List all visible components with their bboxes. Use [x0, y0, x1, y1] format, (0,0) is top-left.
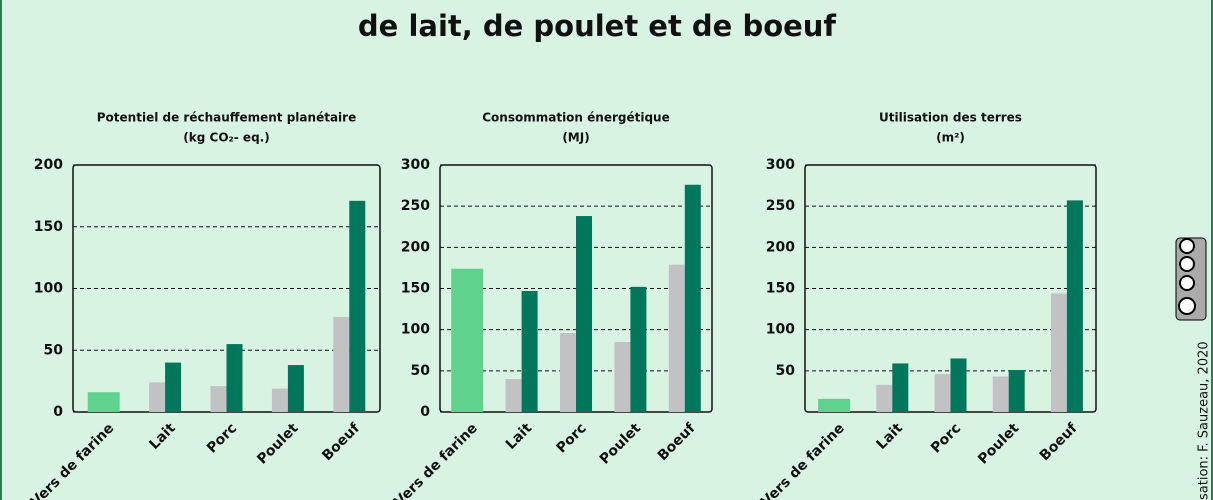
- y-tick-label: 200: [34, 157, 63, 173]
- bar: [950, 358, 967, 412]
- y-tick-label: 100: [766, 322, 795, 338]
- bar: [992, 376, 1009, 412]
- page-title: de lait, de poulet et de boeuf: [358, 9, 837, 43]
- y-tick-label: 0: [53, 404, 63, 420]
- y-tick-label: 300: [766, 157, 795, 173]
- y-tick-label: 0: [420, 404, 430, 420]
- bar: [349, 200, 366, 412]
- chart-title: Potentiel de réchauffement planétaire: [97, 111, 356, 125]
- bar: [505, 379, 522, 412]
- bar: [1008, 370, 1025, 412]
- bar: [149, 382, 166, 412]
- y-tick-label: 50: [411, 363, 431, 379]
- bar: [521, 290, 538, 412]
- bar: [287, 365, 304, 412]
- bar: [892, 363, 909, 412]
- bar: [630, 286, 647, 412]
- chart-subtitle: (MJ): [562, 131, 589, 145]
- y-tick-label: 150: [766, 281, 795, 297]
- bar: [614, 342, 631, 412]
- y-tick-label: 100: [401, 322, 430, 338]
- y-tick-label: 150: [34, 219, 63, 235]
- bar: [165, 362, 182, 412]
- y-tick-label: 250: [766, 198, 795, 214]
- bar: [818, 398, 851, 412]
- y-tick-label: 300: [401, 157, 430, 173]
- bar: [271, 388, 288, 412]
- chart-subtitle: (kg CO₂- eq.): [183, 131, 269, 145]
- cc-badge: [1175, 237, 1207, 321]
- bar: [876, 384, 893, 412]
- bar: [668, 264, 685, 412]
- y-tick-label: 50: [776, 363, 796, 379]
- bar: [87, 392, 120, 412]
- bar: [560, 332, 576, 412]
- credit: sation: F. Sauzeau, 2020: [1197, 341, 1212, 500]
- bar: [1066, 200, 1083, 412]
- y-tick-label: 150: [401, 281, 430, 297]
- y-tick-label: 100: [34, 281, 63, 297]
- chart-subtitle: (m²): [936, 131, 965, 145]
- chart-title: Utilisation des terres: [879, 111, 1022, 125]
- bar: [684, 184, 701, 412]
- bar: [576, 216, 592, 412]
- y-tick-label: 50: [44, 342, 64, 358]
- bar: [210, 386, 227, 412]
- bar: [451, 268, 484, 412]
- y-tick-label: 200: [766, 239, 795, 255]
- bar: [226, 344, 243, 412]
- bar: [1050, 293, 1067, 412]
- y-tick-label: 250: [401, 198, 430, 214]
- bar: [934, 374, 951, 412]
- bar: [333, 316, 350, 412]
- chart-title: Consommation énergétique: [482, 111, 670, 125]
- y-tick-label: 200: [401, 239, 430, 255]
